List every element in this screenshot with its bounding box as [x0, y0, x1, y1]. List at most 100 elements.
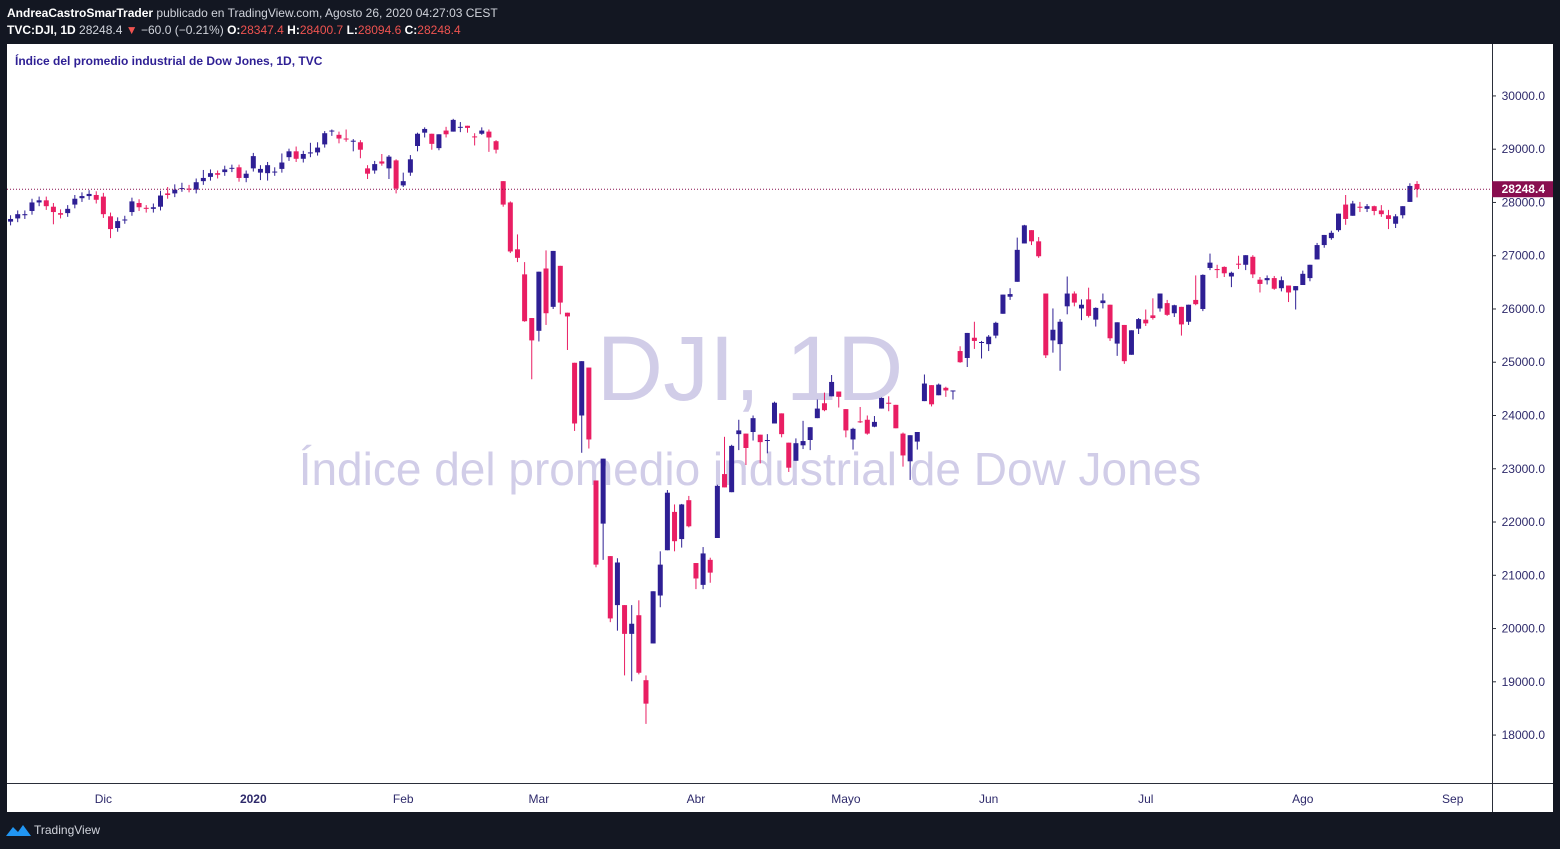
candle-body	[193, 182, 199, 190]
candle-body	[1128, 330, 1134, 355]
candle-body	[757, 434, 763, 443]
footer: TradingView	[0, 812, 1560, 849]
candle-body	[1393, 216, 1399, 224]
candle-body	[564, 312, 570, 317]
candle-body	[771, 402, 777, 424]
candle-body	[1164, 303, 1170, 315]
candle-body	[493, 141, 499, 150]
candle-body	[457, 126, 463, 128]
candle-body	[1193, 299, 1199, 305]
candle-body	[736, 430, 742, 435]
low-value: 28094.6	[357, 23, 402, 37]
candle-body	[1050, 329, 1056, 341]
candle-body	[1036, 241, 1042, 257]
open-value: 28347.4	[240, 23, 284, 37]
candle-body	[879, 397, 885, 409]
candle-body	[1321, 234, 1327, 246]
candle-body	[1343, 204, 1349, 219]
candle-body	[543, 268, 549, 314]
candle-body	[329, 130, 335, 132]
candle-body	[300, 153, 306, 159]
candle-body	[929, 385, 935, 405]
candle-body	[886, 402, 892, 404]
x-tick-label: Sep	[1442, 792, 1464, 806]
candle-body	[207, 173, 213, 177]
x-tick-label: Feb	[393, 792, 414, 806]
candle-body	[750, 418, 756, 433]
candle-body	[707, 559, 713, 573]
candle-body	[936, 384, 942, 396]
candle-body	[100, 196, 106, 215]
low-label: L:	[346, 23, 358, 37]
candle-body	[429, 133, 435, 144]
candle-body	[1243, 255, 1249, 265]
price-tag	[1492, 181, 1553, 198]
x-tick-label: Mar	[529, 792, 550, 806]
candle-body	[36, 200, 42, 203]
close-value: 28248.4	[417, 23, 461, 37]
candle-body	[357, 142, 363, 150]
candle-body	[1278, 280, 1284, 289]
candle-body	[1286, 285, 1292, 293]
candle-body	[257, 168, 263, 173]
candle-body	[65, 208, 71, 214]
candle-body	[1093, 307, 1099, 320]
candle-body	[614, 562, 620, 606]
candle-body	[79, 196, 85, 199]
candle-body	[657, 564, 663, 596]
candle-body	[422, 128, 428, 133]
candle-body	[1407, 185, 1413, 202]
candle-body	[793, 443, 799, 461]
candle-body	[729, 445, 735, 493]
candle-body	[122, 219, 128, 221]
candle-body	[1107, 304, 1113, 339]
y-tick-label: 24000.0	[1502, 408, 1546, 422]
candle-body	[365, 168, 371, 174]
candle-body	[714, 485, 720, 538]
candle-body	[93, 194, 99, 200]
change: −60.0 (−0.21%)	[141, 23, 224, 37]
candle-body	[343, 138, 349, 140]
quote-line: TVC:DJI, 1D 28248.4 ▼ −60.0 (−0.21%) O:2…	[7, 23, 461, 37]
candle-body	[215, 173, 221, 175]
candle-body	[536, 271, 542, 331]
y-tick-label: 23000.0	[1502, 462, 1546, 476]
author: AndreaCastroSmarTrader	[7, 6, 154, 20]
candle-body	[1257, 279, 1263, 284]
candle-body	[1357, 206, 1363, 208]
open-label: O:	[227, 23, 241, 37]
candle-body	[307, 152, 313, 154]
candle-body	[1178, 306, 1184, 325]
candle-body	[950, 390, 956, 392]
candle-body	[764, 439, 770, 441]
y-tick-label: 29000.0	[1502, 142, 1546, 156]
candle-body	[907, 435, 913, 462]
candle-body	[693, 563, 699, 579]
candle-body	[293, 151, 299, 159]
candle-body	[1021, 225, 1027, 244]
candle-body	[1014, 249, 1020, 282]
close-label: C:	[404, 23, 418, 37]
candle-body	[871, 421, 877, 427]
candle-body	[1228, 272, 1234, 277]
candle-body	[814, 408, 820, 419]
y-tick-label: 30000.0	[1502, 89, 1546, 103]
x-tick-label: Mayo	[831, 792, 861, 806]
candle-body	[1214, 269, 1220, 271]
candle-body	[407, 159, 413, 173]
candle-body	[557, 265, 563, 303]
candle-body	[279, 162, 285, 169]
candle-body	[514, 249, 520, 258]
candle-body	[1007, 294, 1013, 297]
candle-body	[800, 441, 806, 446]
logo-shape	[6, 825, 31, 836]
candle-body	[636, 615, 642, 673]
candle-body	[1086, 299, 1092, 316]
candle-body	[836, 391, 842, 397]
price-tag-label: 28248.4	[1502, 182, 1546, 196]
candle-body	[136, 202, 142, 208]
candle-body	[622, 605, 628, 634]
candle-body	[186, 188, 192, 190]
candle-body	[1314, 245, 1320, 260]
candle-body	[507, 202, 513, 252]
